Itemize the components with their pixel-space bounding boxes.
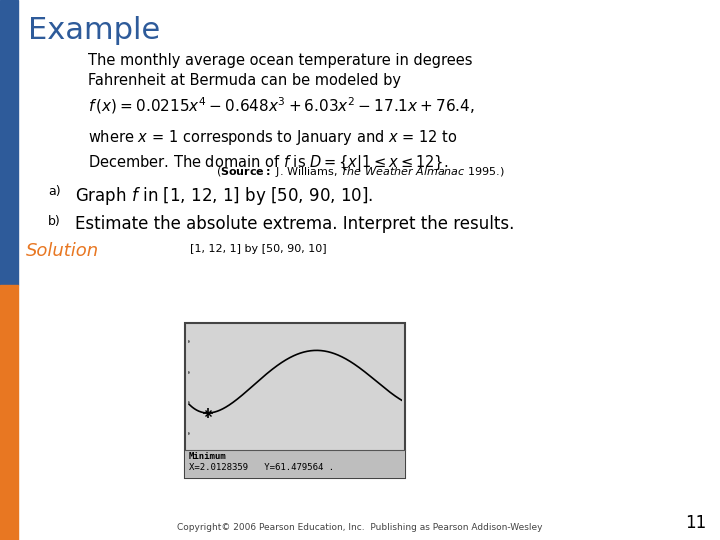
Bar [0,0,18,285]
Text: X=2.0128359   Y=61.479564 .: X=2.0128359 Y=61.479564 . [189,463,334,472]
Text: Solution: Solution [26,242,99,260]
Text: Minimum: Minimum [189,452,227,461]
Text: Copyright© 2006 Pearson Education, Inc.  Publishing as Pearson Addison-Wesley: Copyright© 2006 Pearson Education, Inc. … [177,523,543,532]
Text: b): b) [48,215,60,228]
Text: ($\bf{Source:}$ J. Williams, $\it{The\ Weather\ Almanac}$ 1995.): ($\bf{Source:}$ J. Williams, $\it{The\ W… [216,165,504,179]
Text: $f\,(x) = 0.0215x^4 - 0.648x^3 + 6.03x^2 - 17.1x + 76.4,$: $f\,(x) = 0.0215x^4 - 0.648x^3 + 6.03x^2… [88,95,474,116]
Text: Graph $f$ in [1, 12, 1] by [50, 90, 10].: Graph $f$ in [1, 12, 1] by [50, 90, 10]. [75,185,373,207]
Bar [185,450,405,478]
Text: The monthly average ocean temperature in degrees
Fahrenheit at Bermuda can be mo: The monthly average ocean temperature in… [88,53,472,88]
Text: where $x$ = 1 corresponds to January and $x$ = 12 to
December. The domain of $f$: where $x$ = 1 corresponds to January and… [88,128,458,173]
Text: Estimate the absolute extrema. Interpret the results.: Estimate the absolute extrema. Interpret… [75,215,514,233]
Text: 11: 11 [685,514,706,532]
Bar [0,285,18,540]
Text: Example: Example [28,16,161,45]
Bar [185,323,405,478]
Text: a): a) [48,185,60,198]
Text: [1, 12, 1] by [50, 90, 10]: [1, 12, 1] by [50, 90, 10] [190,244,327,254]
